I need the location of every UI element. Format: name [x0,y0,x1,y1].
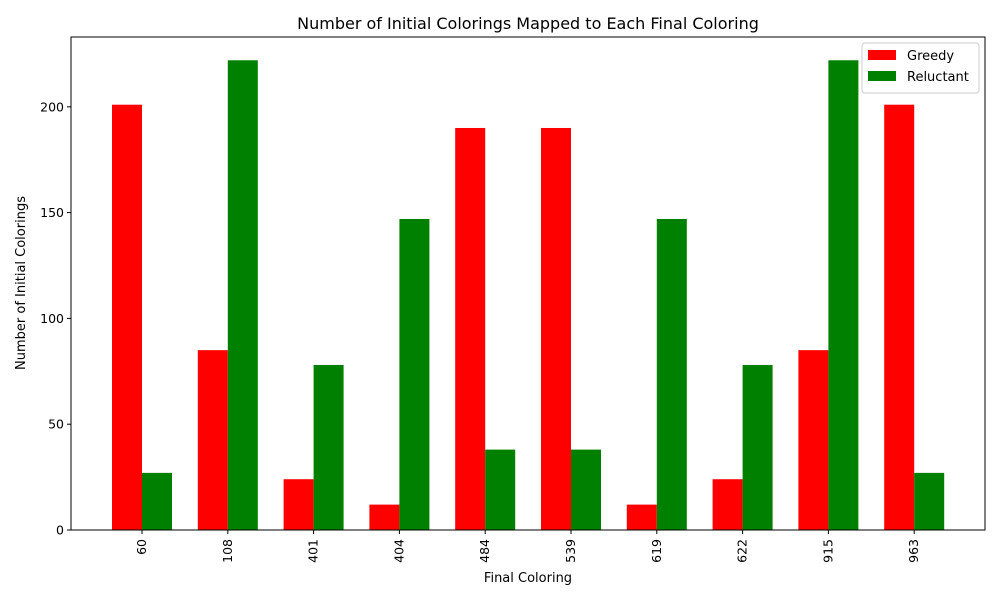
plot-frame [70,36,986,531]
x-tick-label: 401 [306,539,321,563]
bar-greedy-539 [541,127,571,530]
x-ticks-group: 60 108 401 404 484 539 619 622 915 963 [134,530,921,563]
bar-reluctant-915 [828,60,859,530]
x-tick-label: 539 [563,539,578,563]
bar-greedy-963 [884,104,915,530]
y-tick-label: 200 [40,99,64,114]
y-axis-label: Number of Initial Colorings [14,196,29,370]
bar-reluctant-404 [399,218,430,530]
y-ticks-group: 0 50 100 150 200 [40,99,71,538]
x-tick-label: 915 [820,539,835,563]
bar-reluctant-963 [914,472,945,530]
bar-greedy-60 [112,104,142,530]
bar-greedy-401 [283,479,314,530]
y-tick-label: 150 [40,205,64,220]
legend-label-reluctant: Reluctant [907,70,969,85]
x-tick-label: 404 [391,539,406,563]
bar-reluctant-539 [571,449,601,530]
x-tick-label: 619 [649,539,664,563]
legend-swatch-reluctant [868,71,896,81]
bar-reluctant-622 [742,364,773,530]
x-tick-label: 963 [906,539,921,563]
legend-swatch-greedy [868,50,896,60]
bar-greedy-915 [798,350,829,530]
bar-reluctant-619 [656,218,687,530]
bar-reluctant-401 [313,364,344,530]
bars-group [112,60,945,530]
chart-title: Number of Initial Colorings Mapped to Ea… [297,14,759,33]
x-tick-label: 60 [134,539,149,555]
y-tick-label: 100 [40,311,64,326]
bar-greedy-484 [455,127,486,530]
bar-reluctant-484 [485,449,516,530]
bar-greedy-619 [626,504,657,530]
x-tick-label: 622 [735,539,750,563]
x-axis-label: Final Coloring [484,571,572,586]
bar-reluctant-108 [227,60,258,530]
x-tick-label: 484 [477,539,492,563]
bar-greedy-404 [369,504,400,530]
legend-label-greedy: Greedy [907,49,954,64]
bar-greedy-622 [712,479,743,530]
x-tick-label: 108 [220,539,235,563]
bar-reluctant-60 [142,472,172,530]
legend: Greedy Reluctant [861,42,980,94]
y-tick-label: 50 [48,417,64,432]
bar-greedy-108 [197,350,228,530]
y-tick-label: 0 [56,523,64,538]
